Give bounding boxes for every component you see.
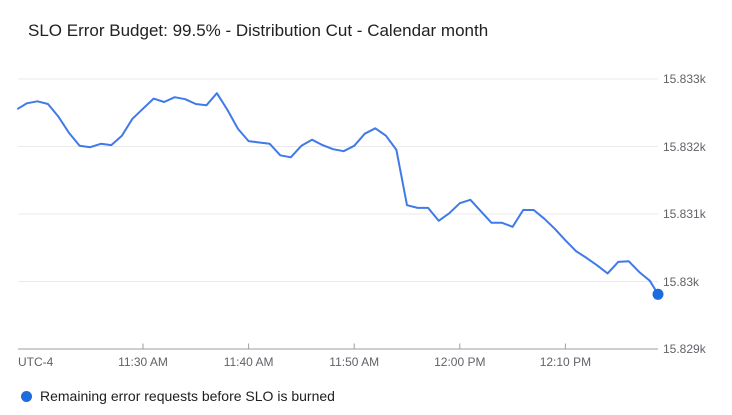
series-end-dot[interactable] — [652, 288, 664, 300]
y-axis-label: 15.83k — [663, 274, 700, 289]
timezone-label: UTC-4 — [18, 355, 54, 369]
y-axis-label: 15.829k — [663, 342, 706, 356]
x-axis-label: 12:10 PM — [539, 355, 592, 369]
legend-label: Remaining error requests before SLO is b… — [40, 388, 335, 404]
x-axis-label: 12:00 PM — [434, 355, 486, 369]
series-line[interactable] — [17, 92, 659, 296]
x-tick-marks-group — [142, 343, 566, 349]
y-axis-label: 15.831k — [663, 207, 706, 221]
gridlines-group — [18, 78, 658, 350]
x-axis-label: 11:40 AM — [223, 355, 274, 369]
x-axis-label: 11:50 AM — [329, 355, 380, 369]
x-axis-label: 11:30 AM — [118, 355, 168, 369]
y-axis-label: 15.833k — [663, 72, 706, 86]
chart-title: SLO Error Budget: 99.5% - Distribution C… — [28, 21, 489, 40]
y-axis-label: 15.832k — [663, 139, 706, 154]
legend-marker-icon — [21, 390, 32, 402]
legend-item[interactable]: Remaining error requests before SLO is b… — [21, 388, 335, 404]
